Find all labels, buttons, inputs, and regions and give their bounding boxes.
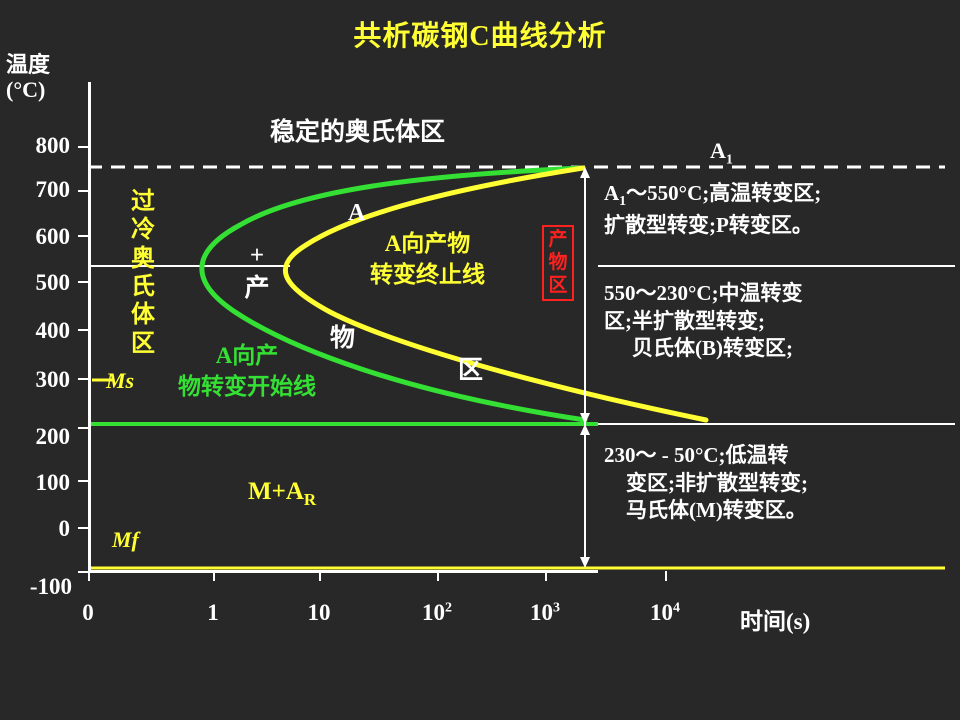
panel-mid-temp-line2: 区;半扩散型转变; <box>604 308 765 333</box>
y-tick-200 <box>78 427 88 429</box>
y-tick-700 <box>78 190 88 192</box>
panel-low-temp-line3: 马氏体(M)转变区。 <box>626 498 807 523</box>
mf-label: Mf <box>112 527 139 552</box>
martensite-plus-ar-label: M+AR <box>248 478 317 509</box>
panel-mid-temp-line3: 贝氏体(B)转变区; <box>632 336 793 361</box>
panel-mid-temp: 550～230°C;中温转变 区;半扩散型转变; 贝氏体(B)转变区; <box>604 280 803 363</box>
panel-mid-temp-line1: 550～230°C;中温转变 <box>604 281 803 305</box>
panel-high-temp-line1: A1～550°C;高温转变区; <box>604 181 822 210</box>
x-label-100: 102 <box>422 600 452 625</box>
y-axis-title-line2: (°C) <box>6 77 46 103</box>
y-tick-800 <box>78 146 88 148</box>
stable-austenite-label: 稳定的奥氏体区 <box>270 119 446 146</box>
page-title: 共析碳钢C曲线分析 <box>353 21 607 52</box>
transformation-start-curve <box>199 165 588 423</box>
product-zone-label: 产物区 <box>542 225 574 302</box>
y-label-300: 300 <box>35 367 71 392</box>
supercooled-austenite-label: 过冷奥氏体区 <box>131 189 155 357</box>
y-tick-300 <box>78 378 88 380</box>
panel-high-temp: A1～550°C;高温转变区; 扩散型转变;P转变区。 <box>604 180 821 239</box>
x-tick-1 <box>213 571 215 581</box>
x-axis <box>88 570 598 573</box>
y-tick-100 <box>78 480 88 482</box>
y-label-0: 0 <box>58 516 71 541</box>
y-tick-500 <box>78 281 88 283</box>
x-label-10000: 104 <box>650 600 680 625</box>
panel-low-temp-line2: 变区;非扩散型转变; <box>626 470 808 495</box>
x-axis-title: 时间(s) <box>740 609 811 634</box>
panel-low-temp-line1: 230～ - 50°C;低温转 <box>604 443 789 467</box>
x-label-1: 1 <box>207 600 219 625</box>
finish-curve-label: A向产物 转变终止线 <box>370 231 485 288</box>
y-label-100: 100 <box>35 470 71 495</box>
a1-label: A1 <box>710 138 733 168</box>
y-axis-title-line1: 温度 <box>6 52 51 77</box>
y-label-700: 700 <box>35 177 71 202</box>
product-wu-label: 物 <box>330 325 356 352</box>
x-tick-10 <box>319 571 321 581</box>
y-axis-title: 温度 (°C) <box>6 52 86 103</box>
y-label-800: 800 <box>35 133 71 158</box>
arrow-head-mid-down <box>580 424 590 435</box>
x-label-1000: 103 <box>530 600 560 625</box>
y-label-500: 500 <box>35 270 71 295</box>
austenite-letter-label: A <box>348 200 366 226</box>
x-tick-10000 <box>665 571 667 581</box>
arrow-head-top <box>580 167 590 178</box>
product-qu-label: 区 <box>458 357 484 384</box>
start-curve-label: A向产 物转变开始线 <box>178 343 316 400</box>
x-tick-0 <box>88 571 90 581</box>
x-label-10: 10 <box>307 600 331 625</box>
y-tick-600 <box>78 235 88 237</box>
panel-low-temp: 230～ - 50°C;低温转 变区;非扩散型转变; 马氏体(M)转变区。 <box>604 442 808 525</box>
y-tick-400 <box>78 329 88 331</box>
x-tick-1000 <box>545 571 547 581</box>
y-label-600: 600 <box>35 224 71 249</box>
panel-high-temp-line2: 扩散型转变;P转变区。 <box>604 212 813 237</box>
transformation-finish-curve <box>283 165 709 423</box>
a-plus-product-label: + 产 <box>244 242 270 302</box>
y-tick-0 <box>78 527 88 529</box>
y-label-200: 200 <box>35 424 71 449</box>
arrow-head-bottom <box>580 557 590 568</box>
x-label-0: 0 <box>82 600 94 625</box>
y-tick-neg100 <box>78 571 88 573</box>
x-tick-100 <box>437 571 439 581</box>
y-axis <box>88 82 91 572</box>
y-label-neg100: -100 <box>29 574 72 599</box>
arrow-head-mid-up <box>580 413 590 424</box>
y-label-400: 400 <box>35 318 71 343</box>
ms-label: Ms <box>106 368 135 393</box>
